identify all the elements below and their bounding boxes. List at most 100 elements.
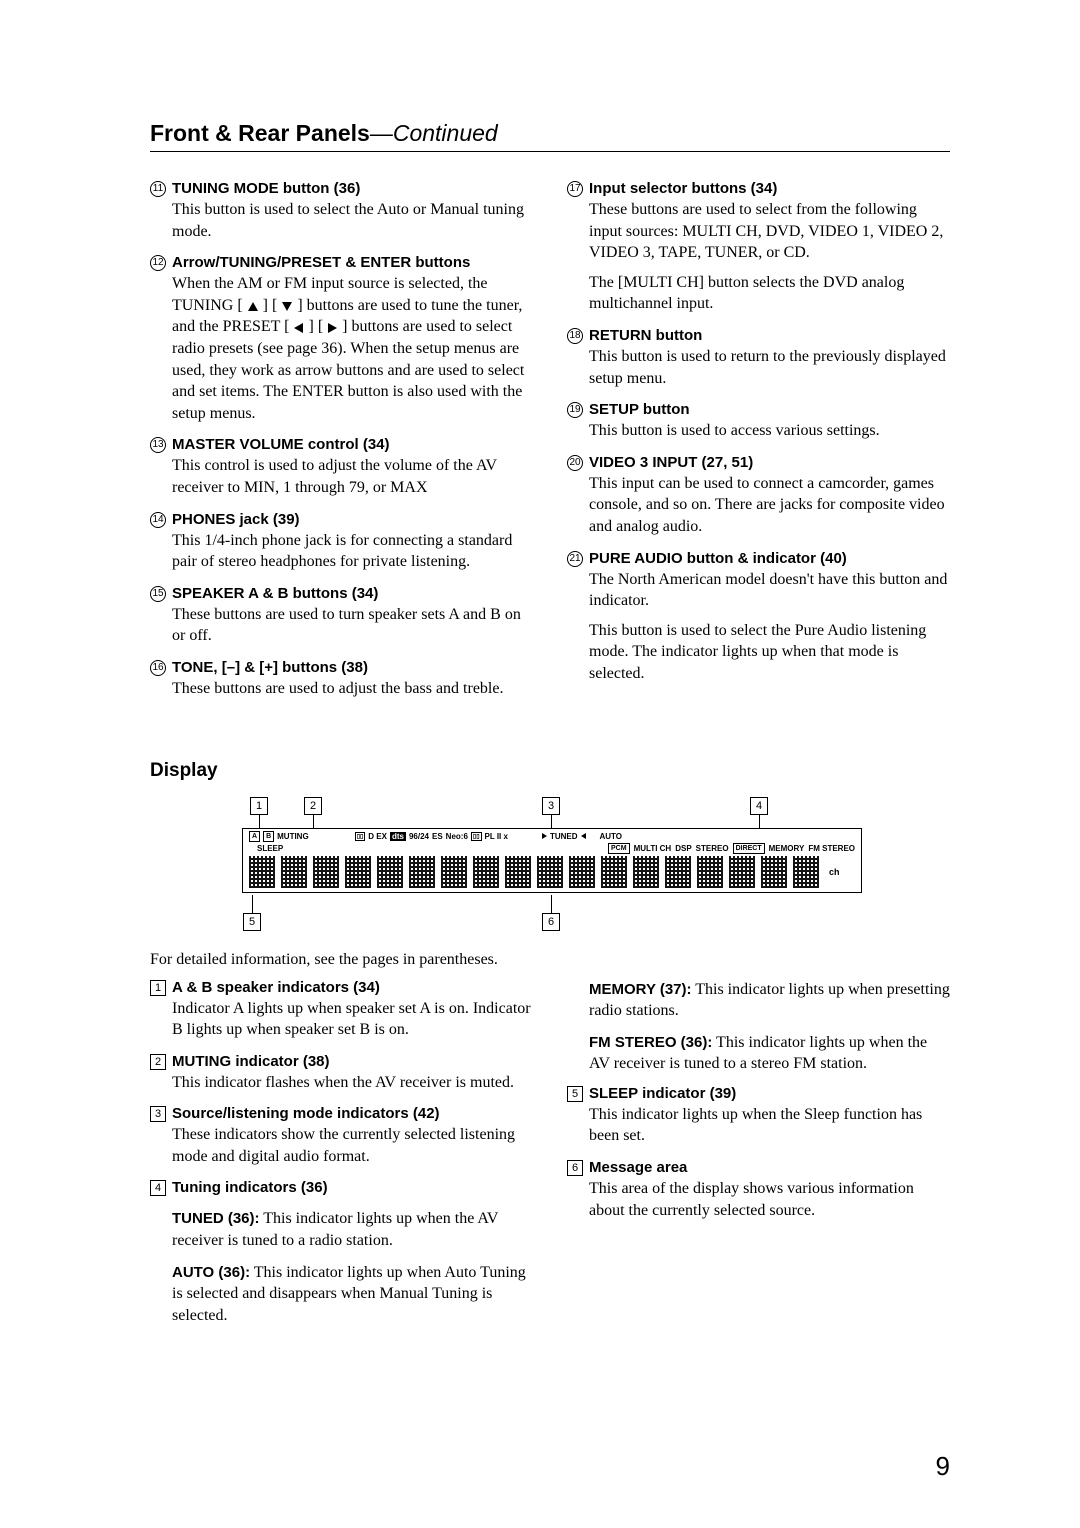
paragraph: This indicator flashes when the AV recei… <box>172 1072 533 1094</box>
item-17: 17Input selector buttons (34)These butto… <box>567 180 950 315</box>
disp-title: Tuning indicators (36) <box>172 1179 328 1196</box>
disp-item-4: 4 Tuning indicators (36) <box>150 1179 533 1196</box>
page-number: 9 <box>936 1451 950 1482</box>
disp-number: 3 <box>150 1106 166 1122</box>
item-19: 19SETUP buttonThis button is used to acc… <box>567 401 950 442</box>
paragraph: This button is used to select the Pure A… <box>589 620 950 685</box>
paragraph: This area of the display shows various i… <box>589 1178 950 1221</box>
ind-pcm: PCM <box>608 843 630 854</box>
col-right-lower: MEMORY (37): This indicator lights up wh… <box>567 979 950 1337</box>
ind-sleep: SLEEP <box>257 844 283 853</box>
sub-paragraph: MEMORY (37): This indicator lights up wh… <box>589 979 950 1022</box>
page-title: Front & Rear Panels—Continued <box>150 120 950 152</box>
ind-memory: MEMORY <box>769 844 805 853</box>
item-title: VIDEO 3 INPUT (27, 51) <box>589 454 753 471</box>
callout-4: 4 <box>750 797 768 815</box>
paragraph: These buttons are used to select from th… <box>589 199 950 264</box>
display-heading: Display <box>150 760 950 782</box>
item-number: 12 <box>150 255 166 271</box>
ind-es: ES <box>432 832 443 841</box>
ind-pl2x: PL II x <box>485 832 508 841</box>
item-title: MASTER VOLUME control (34) <box>172 436 390 453</box>
disp-body: This indicator flashes when the AV recei… <box>172 1072 533 1094</box>
item-13: 13MASTER VOLUME control (34)This control… <box>150 436 533 498</box>
item-body: This control is used to adjust the volum… <box>172 455 533 498</box>
item-16: 16TONE, [–] & [+] buttons (38)These butt… <box>150 659 533 700</box>
tuned-tri-r <box>542 833 547 839</box>
disp-item-5: 5 SLEEP indicator (39) This indicator ligh… <box>567 1085 950 1147</box>
item-21: 21 PURE AUDIO button & indicator (40) The … <box>567 550 950 685</box>
disp-number: 5 <box>567 1086 583 1102</box>
paragraph: These indicators show the currently sele… <box>172 1124 533 1167</box>
tuned-tri-l <box>581 833 586 839</box>
item-body: This input can be used to connect a camc… <box>589 473 950 538</box>
paragraph: Indicator A lights up when speaker set A… <box>172 998 533 1041</box>
item-body: These buttons are used to turn speaker s… <box>172 604 533 647</box>
item-body: This button is used to return to the pre… <box>589 346 950 389</box>
sub-paragraph: FM STEREO (36): This indicator lights up… <box>589 1032 950 1075</box>
item-body: The North American model doesn't have th… <box>589 569 950 685</box>
item-body: These buttons are used to select from th… <box>589 199 950 315</box>
paragraph: The [MULTI CH] button selects the DVD an… <box>589 272 950 315</box>
disp-title: A & B speaker indicators (34) <box>172 979 380 996</box>
disp-body: This indicator lights up when the Sleep … <box>589 1104 950 1147</box>
item-number: 21 <box>567 551 583 567</box>
ind-dex: D EX <box>368 832 387 841</box>
disp-number: 2 <box>150 1054 166 1070</box>
ind-9624: 96/24 <box>409 832 429 841</box>
disp-title: SLEEP indicator (39) <box>589 1085 736 1102</box>
ch-label: ch <box>829 867 840 877</box>
item-body: When the AM or FM input source is select… <box>172 273 533 424</box>
disp-number: 4 <box>150 1180 166 1196</box>
ind-b: B <box>263 831 274 842</box>
item-18: 18RETURN buttonThis button is used to re… <box>567 327 950 389</box>
item-body: This button is used to access various se… <box>589 420 950 442</box>
disp-item-2: 2 MUTING indicator (38) This indicator fla… <box>150 1053 533 1094</box>
title-continued: —Continued <box>370 120 498 146</box>
sub-paragraph: TUNED (36): This indicator lights up whe… <box>172 1208 533 1251</box>
ind-fmstereo: FM STEREO <box>808 844 855 853</box>
item-number: 15 <box>150 586 166 602</box>
item-number: 16 <box>150 660 166 676</box>
ind-direct: DIRECT <box>733 843 765 854</box>
display-lead: For detailed information, see the pages … <box>150 951 950 969</box>
disp-item-6: 6Message areaThis area of the display sh… <box>567 1159 950 1221</box>
item-14: 14PHONES jack (39)This 1/4-inch phone ja… <box>150 511 533 573</box>
upper-columns: 11TUNING MODE button (36)This button is … <box>150 180 950 712</box>
display-body: A B MUTING ▯▯ D EX dts 96/24 ES Neo:6 ▯▯… <box>242 828 862 893</box>
item-title: PURE AUDIO button & indicator (40) <box>589 550 847 567</box>
dot-matrix: ch <box>249 856 855 888</box>
sub-bold: AUTO (36): <box>172 1264 250 1281</box>
paragraph: This button is used to access various se… <box>589 420 950 442</box>
paragraph: This button is used to select the Auto o… <box>172 199 533 242</box>
disp-body: Indicator A lights up when speaker set A… <box>172 998 533 1041</box>
callout-3: 3 <box>542 797 560 815</box>
paragraph: The North American model doesn't have th… <box>589 569 950 612</box>
item-number: 17 <box>567 181 583 197</box>
ind-dts: dts <box>390 832 406 841</box>
sub-paragraph: AUTO (36): This indicator lights up when… <box>172 1262 533 1327</box>
ind-multich: MULTI CH <box>634 844 672 853</box>
title-left: Front & Rear Panels <box>150 120 370 146</box>
item-number: 20 <box>567 455 583 471</box>
item-12: 12Arrow/TUNING/PRESET & ENTER buttonsWhe… <box>150 254 533 424</box>
sub-bold: MEMORY (37): <box>589 981 692 998</box>
item-title: RETURN button <box>589 327 702 344</box>
disp-title: MUTING indicator (38) <box>172 1053 330 1070</box>
item-title: SETUP button <box>589 401 690 418</box>
disp-body: This area of the display shows various i… <box>589 1178 950 1221</box>
paragraph: This 1/4-inch phone jack is for connecti… <box>172 530 533 573</box>
sub-bold: FM STEREO (36): <box>589 1034 712 1051</box>
disp-body: These indicators show the currently sele… <box>172 1124 533 1167</box>
disp-number: 1 <box>150 980 166 996</box>
item-body: This 1/4-inch phone jack is for connecti… <box>172 530 533 573</box>
disp-item-3: 3 Source/listening mode indicators (42) Th… <box>150 1105 533 1167</box>
callout-2: 2 <box>304 797 322 815</box>
ind-stereo: STEREO <box>696 844 729 853</box>
item-body: This button is used to select the Auto o… <box>172 199 533 242</box>
paragraph: This control is used to adjust the volum… <box>172 455 533 498</box>
ind-neo6: Neo:6 <box>446 832 468 841</box>
item-number: 11 <box>150 181 166 197</box>
callout-1: 1 <box>250 797 268 815</box>
disp-title: Source/listening mode indicators (42) <box>172 1105 440 1122</box>
